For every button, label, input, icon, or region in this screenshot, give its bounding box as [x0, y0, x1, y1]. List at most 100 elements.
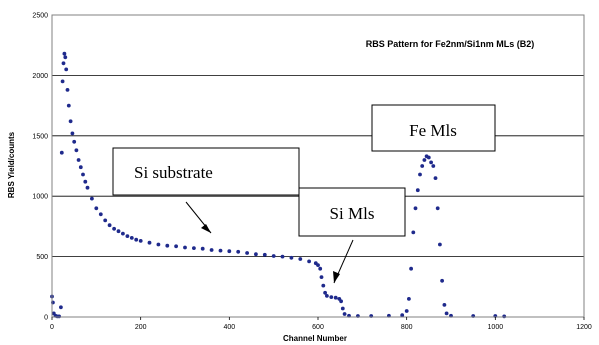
data-point	[440, 278, 444, 283]
gridlines	[52, 75, 584, 258]
annotation-si-mls: Si Mls	[298, 187, 406, 284]
data-point	[74, 148, 79, 153]
data-point	[68, 119, 73, 124]
y-axis-title: RBS Yield/counts	[7, 131, 16, 198]
data-point	[444, 311, 449, 316]
data-point	[321, 283, 326, 288]
data-point	[280, 254, 285, 259]
data-point	[298, 257, 303, 261]
data-point	[85, 185, 90, 190]
data-point	[65, 88, 70, 92]
data-point	[339, 299, 343, 304]
data-point	[174, 244, 179, 249]
data-point	[125, 234, 130, 239]
data-point	[254, 252, 258, 257]
y-tick-label: 2000	[32, 73, 48, 80]
data-point	[319, 275, 324, 279]
data-point	[502, 314, 507, 319]
data-point	[435, 206, 440, 211]
annotation-si-substrate: Si substrate	[112, 147, 300, 234]
data-point	[245, 251, 250, 255]
data-point	[64, 67, 69, 72]
data-point	[409, 266, 413, 271]
data-point	[107, 223, 112, 228]
y-tick-label: 1500	[32, 133, 48, 140]
data-point	[340, 306, 345, 311]
data-point	[103, 218, 108, 223]
data-point	[289, 255, 294, 260]
data-point	[98, 212, 103, 217]
x-tick-label: 1200	[576, 324, 592, 331]
y-tick-label: 2500	[32, 13, 48, 20]
data-point	[329, 295, 334, 299]
data-point	[200, 246, 205, 251]
y-tick-label: 1000	[32, 194, 48, 201]
annotation-si-substrate-box	[112, 147, 300, 196]
data-point	[218, 248, 223, 253]
chart-title: RBS Pattern for Fe2nm/Si1nm MLs (B2)	[366, 39, 535, 49]
data-point	[116, 229, 121, 234]
data-point	[404, 309, 409, 313]
data-point	[112, 226, 116, 231]
data-point	[325, 294, 329, 298]
data-point	[413, 206, 418, 211]
data-point	[227, 249, 232, 254]
data-point	[236, 249, 241, 254]
data-point	[400, 313, 405, 318]
annotation-si-mls-text: Si Mls	[330, 204, 375, 223]
data-point	[422, 158, 427, 162]
data-point	[156, 242, 161, 247]
data-point	[76, 158, 81, 162]
annotation-fe-mls: Fe Mls	[371, 104, 496, 152]
data-point	[271, 254, 276, 258]
data-point	[60, 79, 65, 84]
data-point	[316, 263, 320, 267]
data-point	[442, 303, 447, 307]
data-point	[59, 305, 63, 310]
x-tick-label: 0	[50, 324, 54, 331]
data-point	[438, 242, 442, 247]
data-point	[209, 248, 214, 252]
data-point	[426, 155, 431, 160]
data-point	[431, 164, 436, 168]
y-tick-label: 500	[36, 254, 48, 261]
data-point	[81, 172, 85, 177]
data-point	[66, 103, 71, 108]
data-point	[415, 188, 420, 193]
tick-labels: 0 500 1000 1500 2000 2500 0 200 400 600 800 1000 120…	[32, 13, 591, 332]
data-point	[62, 51, 67, 56]
data-point	[318, 266, 323, 271]
data-point	[94, 206, 99, 211]
data-point	[165, 243, 170, 248]
data-point	[61, 61, 66, 66]
data-point	[192, 246, 196, 251]
y-tick-label: 0	[44, 315, 48, 322]
data-point	[83, 179, 88, 184]
data-point	[72, 139, 77, 144]
data-point	[63, 55, 68, 60]
x-tick-label: 800	[401, 324, 413, 331]
data-point	[70, 131, 75, 136]
data-point	[134, 237, 139, 242]
annotation-si-substrate-text: Si substrate	[134, 163, 213, 182]
annotation-si-mls-arrowhead	[333, 271, 340, 283]
data-point	[90, 196, 94, 201]
data-point	[323, 290, 327, 295]
data-point	[147, 240, 152, 245]
data-point	[342, 312, 347, 316]
data-point	[78, 165, 83, 170]
annotation-fe-mls-box	[371, 104, 496, 152]
data-point	[121, 231, 125, 236]
x-tick-label: 600	[312, 324, 324, 331]
data-point	[411, 230, 416, 235]
data-point	[420, 164, 425, 168]
x-tick-label: 400	[223, 324, 235, 331]
data-point	[307, 259, 311, 264]
annotation-si-mls-box	[298, 187, 406, 237]
x-tick-label: 200	[135, 324, 147, 331]
data-point	[433, 176, 438, 181]
data-point	[262, 252, 267, 257]
data-point	[418, 172, 422, 177]
x-axis-title: Channel Number	[283, 334, 347, 343]
